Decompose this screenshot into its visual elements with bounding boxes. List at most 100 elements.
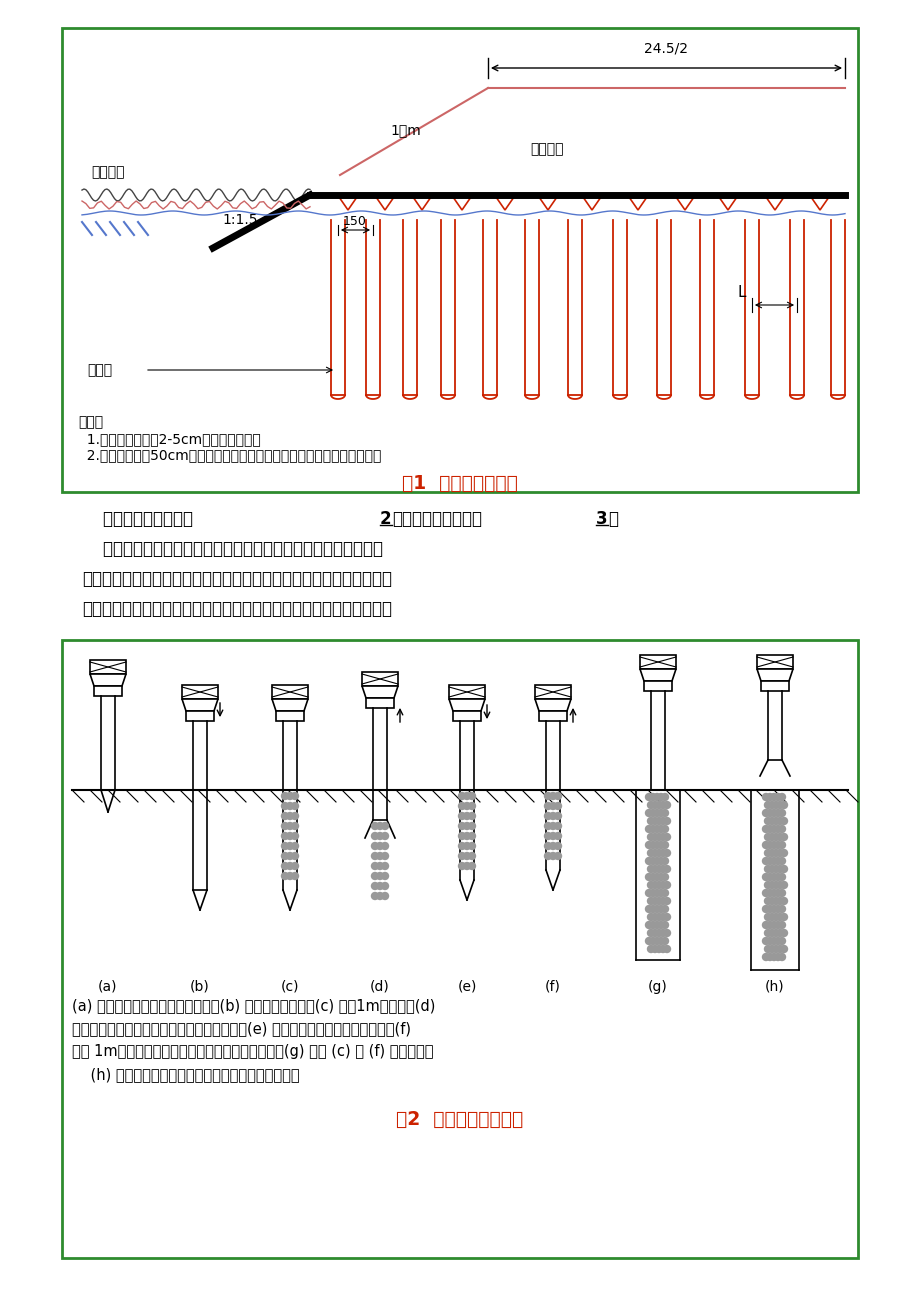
Circle shape xyxy=(371,872,378,879)
Circle shape xyxy=(777,889,785,897)
Circle shape xyxy=(776,930,783,936)
Circle shape xyxy=(772,849,778,857)
Circle shape xyxy=(764,945,771,953)
Circle shape xyxy=(657,858,664,865)
Circle shape xyxy=(777,922,785,928)
Circle shape xyxy=(659,818,665,824)
Polygon shape xyxy=(448,699,484,711)
Circle shape xyxy=(663,818,670,824)
Circle shape xyxy=(291,872,298,879)
Circle shape xyxy=(652,922,660,928)
Circle shape xyxy=(463,832,470,840)
Circle shape xyxy=(651,818,658,824)
Polygon shape xyxy=(272,699,308,711)
Circle shape xyxy=(549,842,556,849)
Polygon shape xyxy=(90,674,126,686)
Circle shape xyxy=(647,897,653,905)
Circle shape xyxy=(777,858,785,865)
Text: (g): (g) xyxy=(647,980,667,993)
Circle shape xyxy=(774,922,780,928)
Circle shape xyxy=(458,862,465,870)
Circle shape xyxy=(645,889,652,897)
Circle shape xyxy=(777,937,785,944)
Circle shape xyxy=(776,945,783,953)
Circle shape xyxy=(762,905,768,913)
Circle shape xyxy=(649,922,656,928)
Circle shape xyxy=(544,793,550,799)
Circle shape xyxy=(651,833,658,841)
Circle shape xyxy=(463,862,470,870)
Circle shape xyxy=(381,892,388,900)
Circle shape xyxy=(645,841,652,849)
Circle shape xyxy=(663,945,670,953)
Circle shape xyxy=(645,793,652,801)
Circle shape xyxy=(661,858,668,865)
Circle shape xyxy=(762,858,768,865)
Circle shape xyxy=(777,825,785,832)
Circle shape xyxy=(651,849,658,857)
Circle shape xyxy=(764,914,771,921)
Bar xyxy=(361,672,398,686)
Text: 碎石桩施工程序见图: 碎石桩施工程序见图 xyxy=(82,510,193,529)
Circle shape xyxy=(779,914,787,921)
Circle shape xyxy=(647,945,653,953)
Circle shape xyxy=(661,841,668,849)
Circle shape xyxy=(767,930,775,936)
Circle shape xyxy=(463,853,470,859)
Circle shape xyxy=(463,823,470,829)
Circle shape xyxy=(649,889,656,897)
Circle shape xyxy=(647,849,653,857)
Circle shape xyxy=(767,802,775,809)
Circle shape xyxy=(777,874,785,880)
Text: 灌入 1m高碎石，边振边提升，完成一层碎石填筑。(g) 重复 (c) ～ (f) 施工步骤。: 灌入 1m高碎石，边振边提升，完成一层碎石填筑。(g) 重复 (c) ～ (f)… xyxy=(72,1044,433,1059)
Text: 拔起套管，活瓣桩尖打开，碎石留在桩孔内。(e) 将套管再次打至填筑层底标高。(f): 拔起套管，活瓣桩尖打开，碎石留在桩孔内。(e) 将套管再次打至填筑层底标高。(f… xyxy=(72,1021,411,1036)
Circle shape xyxy=(291,802,298,810)
Circle shape xyxy=(767,866,775,872)
Circle shape xyxy=(371,842,378,849)
Circle shape xyxy=(645,825,652,832)
Circle shape xyxy=(654,897,662,905)
Circle shape xyxy=(651,930,658,936)
Circle shape xyxy=(652,858,660,865)
Circle shape xyxy=(654,930,662,936)
Circle shape xyxy=(659,930,665,936)
Circle shape xyxy=(779,945,787,953)
Circle shape xyxy=(376,892,383,900)
Circle shape xyxy=(468,823,475,829)
Circle shape xyxy=(554,793,561,799)
Circle shape xyxy=(281,842,289,849)
Circle shape xyxy=(652,889,660,897)
Circle shape xyxy=(649,905,656,913)
Text: 图1  软基处理示意图: 图1 软基处理示意图 xyxy=(402,474,517,493)
Circle shape xyxy=(772,881,778,888)
Circle shape xyxy=(652,810,660,816)
Circle shape xyxy=(281,872,289,879)
Bar xyxy=(448,685,484,699)
Circle shape xyxy=(371,862,378,870)
Polygon shape xyxy=(182,699,218,711)
Circle shape xyxy=(777,841,785,849)
Circle shape xyxy=(652,841,660,849)
Circle shape xyxy=(779,818,787,824)
Circle shape xyxy=(647,881,653,888)
Circle shape xyxy=(770,841,777,849)
Circle shape xyxy=(544,812,550,819)
Circle shape xyxy=(544,802,550,810)
Circle shape xyxy=(381,832,388,840)
Bar xyxy=(643,681,671,691)
Bar xyxy=(182,685,218,699)
Text: 3: 3 xyxy=(596,510,607,529)
Circle shape xyxy=(649,793,656,801)
Circle shape xyxy=(767,849,775,857)
Text: (d): (d) xyxy=(369,980,390,993)
Circle shape xyxy=(376,842,383,849)
Circle shape xyxy=(281,802,289,810)
Circle shape xyxy=(764,930,771,936)
Circle shape xyxy=(381,883,388,889)
Circle shape xyxy=(544,823,550,829)
Text: 原地面线: 原地面线 xyxy=(91,165,125,178)
Circle shape xyxy=(777,810,785,816)
Circle shape xyxy=(458,793,465,799)
Circle shape xyxy=(376,823,383,829)
Circle shape xyxy=(659,881,665,888)
